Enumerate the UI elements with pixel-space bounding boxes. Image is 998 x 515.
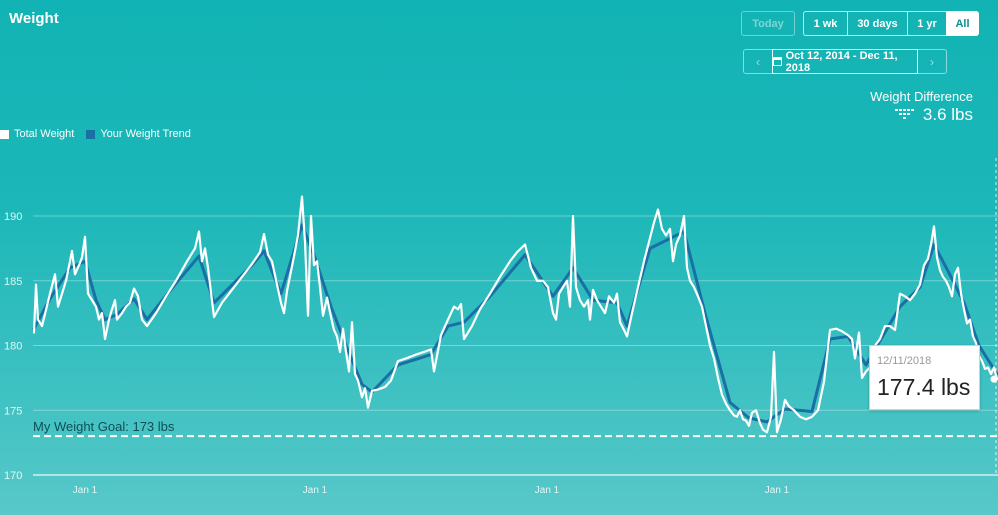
range-1yr-button[interactable]: 1 yr xyxy=(907,11,946,36)
y-tick-label: 185 xyxy=(4,276,22,288)
range-all-button[interactable]: All xyxy=(946,11,979,36)
chevron-right-icon: › xyxy=(930,54,934,69)
y-tick-label: 180 xyxy=(4,341,22,353)
prev-period-button[interactable]: ‹ xyxy=(743,49,773,74)
goal-label: My Weight Goal: 173 lbs xyxy=(33,419,175,434)
x-tick-label: Jan 1 xyxy=(765,485,790,496)
legend-item-weight-trend[interactable]: Your Weight Trend xyxy=(86,128,191,140)
tooltip-date: 12/11/2018 xyxy=(877,355,932,367)
y-tick-label: 190 xyxy=(4,211,22,223)
legend-item-total-weight[interactable]: Total Weight xyxy=(0,128,74,140)
next-period-button[interactable]: › xyxy=(917,49,947,74)
legend-swatch xyxy=(86,129,96,139)
x-tick-label: Jan 1 xyxy=(535,485,560,496)
range-30days-button[interactable]: 30 days xyxy=(847,11,907,36)
y-tick-label: 175 xyxy=(4,405,22,417)
series-line-weight-trend xyxy=(32,223,998,424)
weight-difference-value: 3.6 lbs xyxy=(922,105,973,124)
date-range-label: Oct 12, 2014 - Dec 11, 2018 xyxy=(785,49,898,74)
weight-difference-label: Weight Difference xyxy=(870,89,973,104)
range-1wk-button[interactable]: 1 wk xyxy=(803,11,847,36)
weight-difference: 3.6 lbs xyxy=(894,105,973,125)
series-line-total-weight xyxy=(32,195,998,434)
legend-label: Your Weight Trend xyxy=(100,128,191,140)
calendar-icon xyxy=(773,57,782,66)
legend-label: Total Weight xyxy=(14,128,75,140)
chevron-left-icon: ‹ xyxy=(756,54,760,69)
page-title: Weight xyxy=(9,10,59,27)
y-tick-label: 170 xyxy=(4,470,22,482)
data-tooltip: 12/11/2018 177.4 lbs xyxy=(869,345,980,410)
today-button[interactable]: Today xyxy=(741,11,795,36)
chart-legend: Total Weight Your Weight Trend xyxy=(0,128,191,140)
range-selector: 1 wk 30 days 1 yr All xyxy=(803,11,979,36)
date-navigator: ‹ Oct 12, 2014 - Dec 11, 2018 › xyxy=(743,49,947,74)
weight-chart[interactable]: 170 175 180 185 190 Jan 1 Jan 1 Jan 1 Jan 1 My We… xyxy=(0,150,998,515)
hover-point xyxy=(990,375,998,383)
date-range-picker[interactable]: Oct 12, 2014 - Dec 11, 2018 xyxy=(772,49,918,74)
legend-swatch xyxy=(0,129,9,139)
trend-down-icon xyxy=(894,109,914,119)
tooltip-value: 177.4 lbs xyxy=(877,374,971,400)
x-tick-label: Jan 1 xyxy=(303,485,328,496)
x-tick-label: Jan 1 xyxy=(73,485,98,496)
